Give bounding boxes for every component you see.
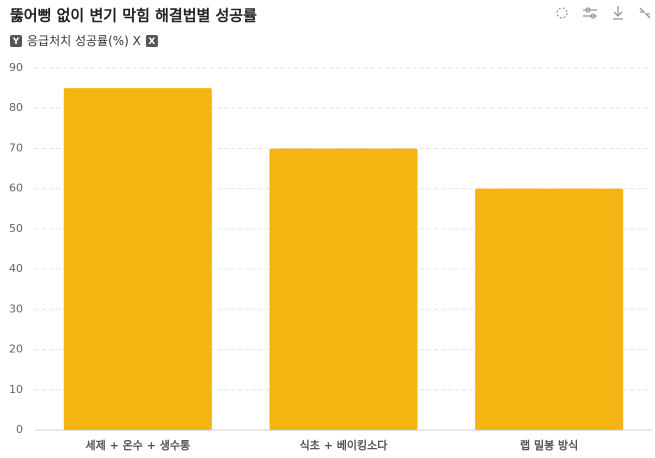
bar <box>269 148 418 430</box>
legend-badge-text: Y <box>12 37 20 47</box>
x-tick-label: 식초 + 베이킹소다 <box>300 438 389 452</box>
y-tick-label: 30 <box>9 302 23 315</box>
y-tick-label: 0 <box>16 423 23 436</box>
download-icon[interactable] <box>613 6 623 20</box>
chart-title: 뚫어뻥 없이 변기 막힘 해결법별 성공률 <box>10 7 257 25</box>
bar <box>475 188 624 430</box>
x-tick-label: 세제 + 온수 + 생수통 <box>86 438 191 452</box>
bar <box>63 88 212 430</box>
y-tick-label: 90 <box>9 61 23 74</box>
legend-close[interactable] <box>145 35 158 47</box>
y-tick-label: 70 <box>9 141 23 154</box>
y-tick-label: 10 <box>9 383 23 396</box>
reset-icon[interactable] <box>556 7 568 19</box>
settings-icon[interactable] <box>583 7 597 19</box>
y-tick-label: 50 <box>9 222 23 235</box>
expand-icon[interactable] <box>639 7 651 19</box>
legend-label: 응급처치 성공률(%) X <box>27 34 141 48</box>
toolbar <box>556 6 651 20</box>
legend-close-text[interactable]: X <box>148 37 155 47</box>
y-tick-label: 60 <box>9 182 23 195</box>
y-tick-label: 20 <box>9 343 23 356</box>
y-tick-label: 40 <box>9 262 23 275</box>
legend-badge <box>10 35 22 47</box>
y-tick-label: 80 <box>9 101 23 114</box>
x-tick-label: 랩 밀봉 방식 <box>520 438 578 452</box>
